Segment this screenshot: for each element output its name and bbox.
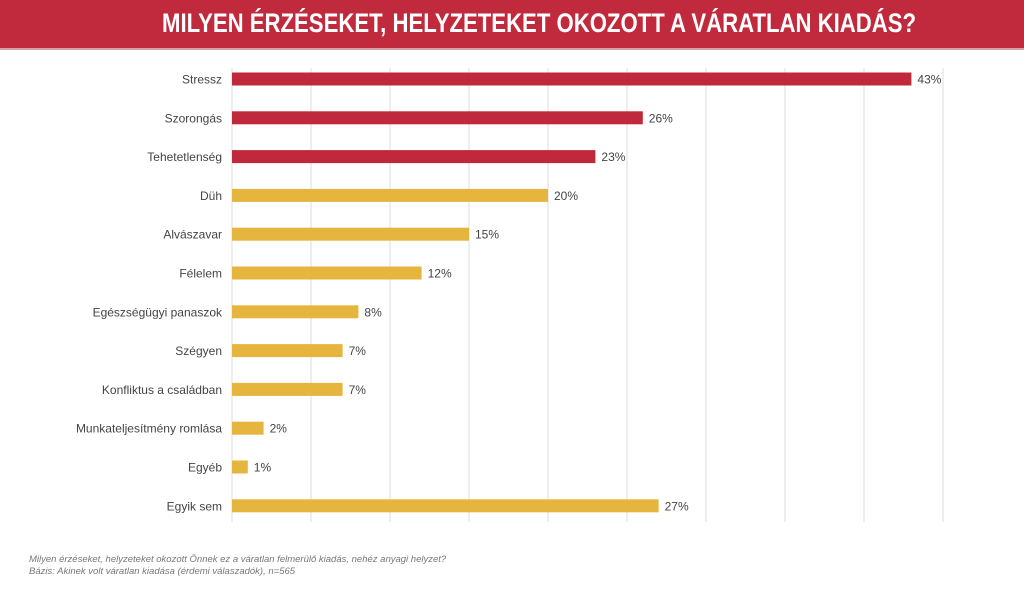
bar — [232, 266, 422, 280]
bar — [232, 499, 659, 513]
bar — [232, 305, 359, 319]
category-label: Egyéb — [188, 461, 222, 475]
data-label: 26% — [649, 111, 673, 125]
data-label: 12% — [428, 267, 452, 281]
category-label: Szorongás — [165, 111, 222, 125]
chart-title: MILYEN ÉRZÉSEKET, HELYZETEKET OKOZOTT A … — [162, 8, 917, 38]
category-label: Alvászavar — [163, 228, 222, 242]
data-label: 20% — [554, 189, 578, 203]
category-label: Egészségügyi panaszok — [93, 305, 223, 319]
footnote-question: Milyen érzéseket, helyzeteket okozott Ön… — [29, 554, 447, 565]
data-label: 27% — [665, 499, 689, 513]
category-label: Munkateljesítmény romlása — [76, 422, 222, 436]
bar — [232, 188, 548, 202]
bar-chart: Stressz 43% Szorongás 26% Tehetetlenség 23% Dü… — [76, 68, 944, 522]
data-label: 43% — [917, 73, 941, 87]
data-label: 7% — [349, 344, 367, 358]
category-label: Konfliktus a családban — [102, 383, 222, 397]
data-label: 23% — [601, 150, 625, 164]
category-label: Tehetetlenség — [147, 150, 222, 164]
data-label: 8% — [364, 305, 382, 319]
bar — [232, 382, 343, 396]
category-label: Düh — [200, 189, 222, 203]
bar — [232, 111, 643, 125]
bar — [232, 421, 264, 435]
bar — [232, 344, 343, 358]
data-label: 1% — [254, 461, 272, 475]
bar — [232, 227, 469, 241]
category-label: Félelem — [179, 267, 222, 281]
bar — [232, 150, 596, 164]
data-label: 2% — [270, 422, 288, 436]
data-label: 15% — [475, 228, 499, 242]
category-label: Stressz — [182, 73, 222, 87]
category-label: Szégyen — [175, 344, 222, 358]
bar — [232, 72, 912, 86]
footnote-base: Bázis: Akinek volt váratlan kiadása (érd… — [29, 566, 296, 577]
category-label: Egyik sem — [167, 499, 222, 513]
title-banner: MILYEN ÉRZÉSEKET, HELYZETEKET OKOZOTT A … — [0, 0, 1024, 50]
data-label: 7% — [349, 383, 367, 397]
bar — [232, 460, 248, 474]
